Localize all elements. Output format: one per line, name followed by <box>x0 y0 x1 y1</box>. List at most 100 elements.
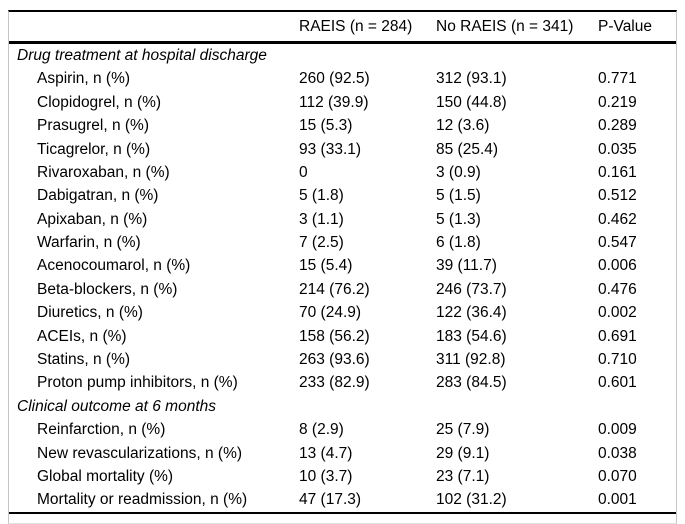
no-raeis-value-cell: 102 (31.2) <box>436 491 507 509</box>
row-label-cell: Ticagrelor, n (%) <box>37 140 151 158</box>
p-value-cell: 0.601 <box>598 374 637 392</box>
table-row: Dabigatran, n (%) 5 (1.8) 5 (1.5) 0.512 <box>9 184 676 207</box>
section-header-row: Clinical outcome at 6 months <box>9 395 676 418</box>
raeis-value-cell: 7 (2.5) <box>299 234 344 252</box>
p-value-cell: 0.038 <box>598 444 637 462</box>
p-value-cell: 0.219 <box>598 93 637 111</box>
raeis-value-cell: 93 (33.1) <box>299 140 362 158</box>
table-row: Clopidogrel, n (%) 112 (39.9) 150 (44.8)… <box>9 91 676 114</box>
row-label-cell: New revascularizations, n (%) <box>37 444 243 462</box>
table-row: Mortality or readmission, n (%) 47 (17.3… <box>9 488 676 512</box>
raeis-value-cell: 10 (3.7) <box>299 467 353 485</box>
row-label-cell: Clopidogrel, n (%) <box>37 93 162 111</box>
row-label-cell: Rivaroxaban, n (%) <box>37 163 170 181</box>
section-header-row: Drug treatment at hospital discharge <box>9 43 676 68</box>
p-value-cell: 0.691 <box>598 327 637 345</box>
raeis-value-cell: 47 (17.3) <box>299 491 362 509</box>
row-label-cell: Mortality or readmission, n (%) <box>37 491 248 509</box>
no-raeis-value-cell: 122 (36.4) <box>436 304 507 322</box>
table-row: Beta-blockers, n (%) 214 (76.2) 246 (73.… <box>9 278 676 301</box>
p-value-cell: 0.462 <box>598 210 637 228</box>
raeis-value-cell: 233 (82.9) <box>299 374 370 392</box>
raeis-value-cell: 158 (56.2) <box>299 327 370 345</box>
results-table: RAEIS (n = 284) No RAEIS (n = 341) P-Val… <box>9 12 676 514</box>
column-header-no-raeis: No RAEIS (n = 341) <box>436 12 598 44</box>
no-raeis-value-cell: 85 (25.4) <box>436 140 499 158</box>
table-row: Warfarin, n (%) 7 (2.5) 6 (1.8) 0.547 <box>9 231 676 254</box>
p-value-cell: 0.035 <box>598 140 637 158</box>
no-raeis-value-cell: 5 (1.3) <box>436 210 481 228</box>
p-value-cell: 0.006 <box>598 257 637 275</box>
no-raeis-value-cell: 25 (7.9) <box>436 421 490 439</box>
raeis-value-cell: 3 (1.1) <box>299 210 344 228</box>
row-label-cell: Apixaban, n (%) <box>37 210 148 228</box>
raeis-value-cell: 0 <box>299 163 308 181</box>
raeis-value-cell: 263 (93.6) <box>299 351 370 369</box>
table-row: Global mortality (%) 10 (3.7) 23 (7.1) 0… <box>9 465 676 488</box>
p-value-cell: 0.002 <box>598 304 637 322</box>
p-value-cell: 0.009 <box>598 421 637 439</box>
no-raeis-value-cell: 5 (1.5) <box>436 187 481 205</box>
table-row: Apixaban, n (%) 3 (1.1) 5 (1.3) 0.462 <box>9 208 676 231</box>
table-row: Diuretics, n (%) 70 (24.9) 122 (36.4) 0.… <box>9 301 676 324</box>
section-title: Clinical outcome at 6 months <box>17 397 217 415</box>
table-header-row: RAEIS (n = 284) No RAEIS (n = 341) P-Val… <box>9 12 676 44</box>
row-label-cell: Reinfarction, n (%) <box>37 421 166 439</box>
no-raeis-value-cell: 183 (54.6) <box>436 327 507 345</box>
table-row: Proton pump inhibitors, n (%) 233 (82.9)… <box>9 371 676 394</box>
raeis-value-cell: 8 (2.9) <box>299 421 344 439</box>
raeis-value-cell: 15 (5.4) <box>299 257 353 275</box>
no-raeis-value-cell: 312 (93.1) <box>436 70 507 88</box>
raeis-value-cell: 13 (4.7) <box>299 444 353 462</box>
p-value-cell: 0.771 <box>598 70 637 88</box>
column-header-raeis: RAEIS (n = 284) <box>299 12 436 44</box>
no-raeis-value-cell: 246 (73.7) <box>436 280 507 298</box>
column-header-pvalue: P-Value <box>598 12 676 44</box>
raeis-value-cell: 5 (1.8) <box>299 187 344 205</box>
no-raeis-value-cell: 12 (3.6) <box>436 117 490 135</box>
raeis-value-cell: 214 (76.2) <box>299 280 370 298</box>
section-title: Drug treatment at hospital discharge <box>17 46 267 64</box>
table-row: Acenocoumarol, n (%) 15 (5.4) 39 (11.7) … <box>9 255 676 278</box>
p-value-cell: 0.161 <box>598 163 637 181</box>
row-label-cell: Beta-blockers, n (%) <box>37 280 178 298</box>
raeis-value-cell: 70 (24.9) <box>299 304 362 322</box>
p-value-cell: 0.710 <box>598 351 637 369</box>
p-value-cell: 0.547 <box>598 234 637 252</box>
row-label-cell: Proton pump inhibitors, n (%) <box>37 374 238 392</box>
no-raeis-value-cell: 311 (92.8) <box>436 351 506 369</box>
no-raeis-value-cell: 3 (0.9) <box>436 163 481 181</box>
column-header-empty <box>9 12 299 44</box>
raeis-value-cell: 260 (92.5) <box>299 70 370 88</box>
row-label-cell: Global mortality (%) <box>37 467 174 485</box>
p-value-cell: 0.476 <box>598 280 637 298</box>
row-label-cell: Acenocoumarol, n (%) <box>37 257 191 275</box>
table-frame: RAEIS (n = 284) No RAEIS (n = 341) P-Val… <box>8 10 677 524</box>
p-value-cell: 0.070 <box>598 467 637 485</box>
row-label-cell: ACEIs, n (%) <box>37 327 127 345</box>
row-label-cell: Aspirin, n (%) <box>37 70 131 88</box>
table-row: Reinfarction, n (%) 8 (2.9) 25 (7.9) 0.0… <box>9 418 676 441</box>
raeis-value-cell: 112 (39.9) <box>299 93 369 111</box>
p-value-cell: 0.512 <box>598 187 637 205</box>
no-raeis-value-cell: 150 (44.8) <box>436 93 507 111</box>
no-raeis-value-cell: 23 (7.1) <box>436 467 490 485</box>
row-label-cell: Warfarin, n (%) <box>37 234 141 252</box>
no-raeis-value-cell: 6 (1.8) <box>436 234 481 252</box>
table-row: New revascularizations, n (%) 13 (4.7) 2… <box>9 442 676 465</box>
no-raeis-value-cell: 283 (84.5) <box>436 374 507 392</box>
no-raeis-value-cell: 29 (9.1) <box>436 444 490 462</box>
table-row: Aspirin, n (%) 260 (92.5) 312 (93.1) 0.7… <box>9 67 676 90</box>
no-raeis-value-cell: 39 (11.7) <box>436 257 497 275</box>
row-label-cell: Dabigatran, n (%) <box>37 187 159 205</box>
p-value-cell: 0.001 <box>598 491 637 509</box>
raeis-value-cell: 15 (5.3) <box>299 117 353 135</box>
table-row: Prasugrel, n (%) 15 (5.3) 12 (3.6) 0.289 <box>9 114 676 137</box>
row-label-cell: Prasugrel, n (%) <box>37 117 149 135</box>
table-row: Statins, n (%) 263 (93.6) 311 (92.8) 0.7… <box>9 348 676 371</box>
row-label-cell: Diuretics, n (%) <box>37 304 143 322</box>
row-label-cell: Statins, n (%) <box>37 351 131 369</box>
table-body: Drug treatment at hospital discharge Asp… <box>9 43 676 513</box>
table-row: Rivaroxaban, n (%) 0 3 (0.9) 0.161 <box>9 161 676 184</box>
table-row: Ticagrelor, n (%) 93 (33.1) 85 (25.4) 0.… <box>9 138 676 161</box>
